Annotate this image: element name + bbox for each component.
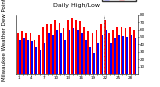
Bar bbox=[79, 21, 81, 74]
Bar bbox=[108, 33, 110, 74]
Bar bbox=[40, 50, 41, 74]
Bar bbox=[17, 33, 19, 74]
Bar bbox=[131, 35, 132, 74]
Bar bbox=[100, 24, 102, 74]
Bar bbox=[118, 35, 120, 74]
Bar bbox=[60, 33, 62, 74]
Bar bbox=[64, 40, 66, 74]
Bar bbox=[23, 38, 25, 74]
Bar bbox=[27, 40, 29, 74]
Bar bbox=[59, 23, 60, 74]
Bar bbox=[56, 30, 58, 74]
Bar bbox=[21, 31, 23, 74]
Text: Daily High/Low: Daily High/Low bbox=[53, 3, 100, 8]
Bar bbox=[44, 43, 45, 74]
Bar bbox=[63, 28, 64, 74]
Bar bbox=[75, 20, 77, 74]
Bar bbox=[46, 24, 48, 74]
Bar bbox=[68, 30, 70, 74]
Bar bbox=[92, 33, 93, 74]
Bar bbox=[48, 33, 50, 74]
Bar bbox=[97, 43, 99, 74]
Bar bbox=[126, 37, 128, 74]
Bar bbox=[50, 24, 52, 74]
Bar bbox=[54, 20, 56, 74]
Bar bbox=[73, 28, 74, 74]
Bar bbox=[71, 18, 73, 74]
Bar bbox=[88, 31, 89, 74]
Bar bbox=[31, 41, 33, 74]
Bar bbox=[83, 27, 85, 74]
Bar bbox=[52, 35, 54, 74]
Bar bbox=[96, 30, 97, 74]
Bar bbox=[85, 40, 87, 74]
Bar bbox=[120, 27, 122, 74]
Bar bbox=[67, 20, 68, 74]
Bar bbox=[30, 33, 31, 74]
Bar bbox=[129, 27, 131, 74]
Bar bbox=[122, 36, 124, 74]
Bar bbox=[34, 40, 35, 74]
Bar bbox=[81, 33, 83, 74]
Bar bbox=[116, 27, 118, 74]
Bar bbox=[114, 38, 116, 74]
Bar bbox=[135, 38, 136, 74]
Bar bbox=[102, 35, 103, 74]
Bar bbox=[110, 43, 112, 74]
Bar bbox=[125, 28, 126, 74]
Bar bbox=[133, 30, 135, 74]
Bar bbox=[106, 30, 108, 74]
Bar bbox=[38, 35, 40, 74]
Bar bbox=[104, 20, 106, 74]
Bar bbox=[25, 33, 27, 74]
Bar bbox=[35, 47, 37, 74]
Bar bbox=[112, 30, 114, 74]
Bar bbox=[42, 27, 44, 74]
Bar bbox=[19, 40, 21, 74]
Bar bbox=[77, 30, 79, 74]
Bar bbox=[89, 47, 91, 74]
Legend: Low, High: Low, High bbox=[102, 0, 136, 1]
Text: Milwaukee Weather Dew Point: Milwaukee Weather Dew Point bbox=[2, 0, 7, 81]
Bar bbox=[93, 53, 95, 74]
